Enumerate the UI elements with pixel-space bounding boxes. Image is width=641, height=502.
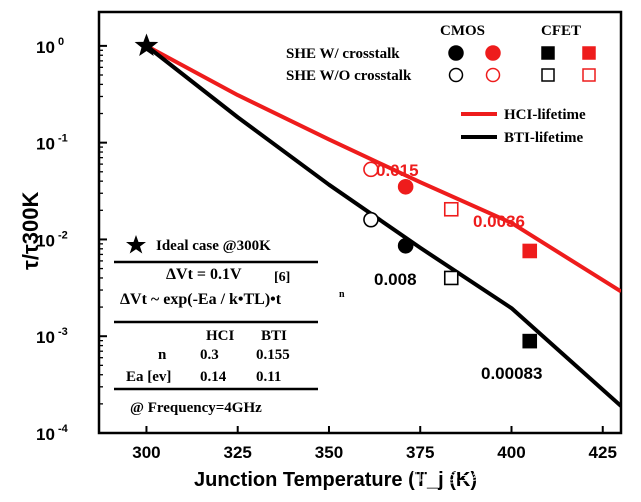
ideal-case-label: Ideal case @300K: [156, 238, 271, 254]
marker-circle: [363, 211, 379, 228]
annotation-bti-cmos: 0.008: [374, 270, 417, 289]
equation-threshold-ref: [6]: [274, 270, 290, 285]
annotation-hci-cfet: 0.0036: [473, 212, 525, 231]
y-tick-label: 10: [36, 231, 55, 250]
y-tick-exponent: -4: [58, 423, 69, 435]
plot-frame: [97, 10, 623, 435]
legend-label-hci: HCI-lifetime: [504, 107, 586, 123]
y-tick-label: 10: [36, 328, 55, 347]
table-ea-bti: 0.11: [256, 369, 281, 385]
equation-threshold: ΔVt = 0.1V: [166, 266, 242, 283]
y-tick-label: 10: [36, 425, 55, 444]
table-row-n-label: n: [158, 347, 167, 363]
frequency-note: @ Frequency=4GHz: [130, 400, 262, 416]
x-tick-label: 375: [406, 443, 434, 462]
y-tick-exponent: -3: [58, 326, 68, 338]
legend-row-with-crosstalk: SHE W/ crosstalk: [286, 46, 400, 62]
ideal-case-star: [126, 235, 146, 254]
table-n-hci: 0.3: [200, 347, 219, 363]
legend-marker-cmos-black-filled: [448, 45, 464, 61]
legend-marker-cmos-red-open: [485, 67, 501, 83]
marker-square: [443, 270, 459, 286]
table-row-ea-label: Ea [ev]: [126, 369, 171, 385]
legend-marker-cmos-black-open: [448, 67, 464, 83]
y-tick-label: 10: [36, 135, 55, 154]
legend-marker-cfet-black-open: [541, 68, 555, 82]
legend-label-bti: BTI-lifetime: [504, 130, 583, 146]
x-axis-title: Junction Temperature (T_j (K): [194, 469, 477, 491]
watermark-text: 知乎 @三维芯片图的幻实: [412, 468, 570, 485]
marker-star: [134, 33, 159, 56]
equation-arrhenius: ΔVt ~ exp(-Ea / k•TL)•t: [120, 291, 282, 308]
x-tick-label: 400: [497, 443, 525, 462]
y-tick-exponent: -2: [58, 229, 68, 241]
marker-square: [522, 243, 538, 259]
legend-row-without-crosstalk: SHE W/O crosstalk: [286, 68, 412, 84]
x-tick-label: 325: [224, 443, 252, 462]
annotation-bti-cfet: 0.00083: [481, 364, 542, 383]
legend-col-cfet: CFET: [541, 23, 581, 39]
x-axis-ticks: 300 325 350 375 400 425: [132, 426, 617, 462]
marker-circle: [363, 161, 379, 178]
table-n-bti: 0.155: [256, 347, 290, 363]
marker-square: [443, 201, 459, 217]
y-axis-title: τ/τ300K: [18, 192, 43, 270]
table-header-bti: BTI: [261, 328, 287, 344]
legend-marker-cfet-red-open: [582, 68, 596, 82]
equation-arrhenius-exponent: n: [339, 289, 345, 300]
marker-circle: [397, 178, 414, 195]
table-ea-hci: 0.14: [200, 369, 227, 385]
annotation-hci-cmos: 0.015: [376, 161, 419, 180]
y-tick-exponent: -1: [58, 133, 68, 145]
x-tick-label: 300: [132, 443, 160, 462]
legend: CMOS CFET SHE W/ crosstalk SHE W/O cross…: [286, 23, 596, 146]
y-tick-exponent: 0: [58, 36, 64, 48]
x-tick-label: 425: [589, 443, 617, 462]
x-tick-label: 350: [315, 443, 343, 462]
table-header-hci: HCI: [206, 328, 235, 344]
y-tick-label: 10: [36, 38, 55, 57]
marker-circle: [397, 237, 414, 254]
parameter-table: Ideal case @300K ΔVt = 0.1V [6] ΔVt ~ ex…: [114, 235, 345, 416]
legend-marker-cfet-black-filled: [541, 46, 555, 60]
legend-col-cmos: CMOS: [440, 23, 485, 39]
legend-marker-cfet-red-filled: [582, 46, 596, 60]
data-markers: [134, 33, 538, 349]
legend-marker-cmos-red-filled: [485, 45, 501, 61]
series-line-hci-lifetime: [145, 44, 621, 294]
marker-square: [522, 333, 538, 349]
